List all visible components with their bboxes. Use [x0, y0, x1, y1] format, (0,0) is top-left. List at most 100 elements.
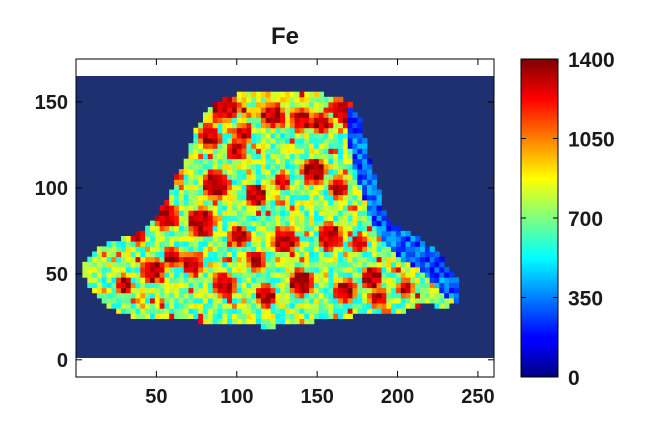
map-pixel: [96, 272, 103, 278]
map-pixel: [227, 225, 233, 232]
map-pixel: [188, 225, 194, 232]
map-pixel: [150, 272, 156, 278]
map-pixel: [251, 256, 257, 263]
map-pixel: [395, 308, 402, 314]
map-pixel: [183, 230, 189, 237]
map-pixel: [294, 200, 300, 206]
map-pixel: [231, 132, 238, 139]
map-pixel: [164, 261, 170, 268]
map-pixel: [352, 277, 358, 283]
map-pixel: [140, 246, 146, 252]
map-pixel: [207, 251, 213, 258]
map-pixel: [145, 251, 151, 258]
map-pixel: [367, 163, 373, 170]
map-pixel: [150, 287, 156, 294]
map-pixel: [251, 91, 257, 98]
x-tick-label: 150: [300, 386, 333, 408]
map-pixel: [367, 261, 373, 268]
map-pixel: [169, 261, 175, 268]
map-pixel: [357, 303, 363, 309]
map-pixel: [135, 287, 141, 294]
map-pixel: [289, 225, 295, 232]
map-pixel: [256, 163, 262, 170]
map-pixel: [265, 318, 271, 325]
map-pixel: [270, 220, 276, 227]
map-pixel: [299, 112, 305, 118]
map-pixel: [342, 251, 349, 258]
map-pixel: [429, 292, 435, 299]
map-pixel: [236, 184, 242, 191]
map-pixel: [323, 194, 329, 201]
map-pixel: [289, 138, 295, 144]
map-pixel: [265, 194, 271, 201]
map-pixel: [299, 179, 305, 185]
map-pixel: [217, 158, 223, 165]
map-pixel: [188, 282, 194, 289]
map-pixel: [449, 282, 455, 289]
map-pixel: [338, 246, 344, 252]
map-pixel: [222, 169, 228, 175]
map-pixel: [140, 230, 146, 237]
map-pixel: [313, 261, 320, 268]
map-pixel: [405, 241, 411, 247]
map-pixel: [92, 256, 98, 263]
map-pixel: [236, 117, 242, 123]
map-pixel: [289, 112, 295, 118]
y-tick-label: 150: [35, 92, 68, 114]
map-pixel: [318, 313, 324, 319]
map-pixel: [236, 282, 242, 289]
map-pixel: [333, 117, 339, 123]
map-pixel: [294, 132, 300, 139]
map-pixel: [395, 236, 402, 242]
map-pixel: [251, 189, 257, 196]
map-pixel: [357, 272, 363, 278]
map-pixel: [227, 158, 233, 165]
map-pixel: [193, 251, 199, 258]
map-pixel: [193, 256, 199, 263]
map-pixel: [362, 272, 368, 278]
map-pixel: [246, 96, 252, 103]
map-pixel: [424, 267, 431, 273]
map-pixel: [217, 174, 223, 180]
map-pixel: [328, 143, 334, 149]
map-pixel: [227, 132, 233, 139]
map-pixel: [275, 132, 281, 139]
map-pixel: [260, 267, 267, 273]
map-pixel: [193, 143, 199, 149]
map-pixel: [106, 256, 112, 263]
map-pixel: [174, 246, 180, 252]
map-pixel: [405, 287, 411, 294]
chart-title: Fe: [271, 23, 299, 50]
map-pixel: [231, 184, 238, 191]
map-pixel: [159, 205, 165, 211]
map-pixel: [217, 143, 223, 149]
map-pixel: [222, 256, 228, 263]
map-pixel: [318, 205, 324, 211]
map-pixel: [251, 303, 257, 309]
map-pixel: [188, 210, 194, 216]
map-pixel: [410, 256, 416, 263]
map-pixel: [424, 277, 431, 283]
map-pixel: [251, 241, 257, 247]
map-pixel: [309, 122, 315, 129]
map-pixel: [251, 261, 257, 268]
map-pixel: [164, 313, 170, 319]
map-pixel: [352, 189, 358, 196]
map-pixel: [371, 230, 377, 237]
map-pixel: [150, 292, 156, 299]
map-pixel: [434, 267, 440, 273]
map-pixel: [193, 303, 199, 309]
map-pixel: [420, 267, 426, 273]
map-pixel: [231, 117, 238, 123]
map-pixel: [304, 174, 310, 180]
map-pixel: [318, 272, 324, 278]
map-pixel: [280, 303, 286, 309]
map-pixel: [101, 292, 107, 299]
map-pixel: [318, 297, 324, 304]
map-pixel: [222, 158, 228, 165]
map-pixel: [236, 200, 242, 206]
map-pixel: [323, 112, 329, 118]
map-pixel: [357, 220, 363, 227]
map-pixel: [265, 205, 271, 211]
map-pixel: [371, 215, 377, 221]
